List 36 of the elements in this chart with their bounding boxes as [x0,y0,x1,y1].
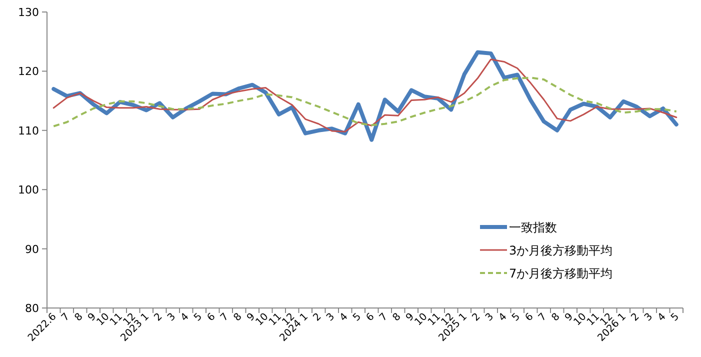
x-tick-label: 8 [550,311,562,324]
x-tick-label: 7 [218,311,231,324]
x-tick-label: 3 [642,311,655,324]
y-tick-label: 130 [18,6,39,19]
legend-label: 3か月後方移動平均 [509,244,613,258]
x-tick-label: 2 [629,311,642,324]
x-tick-label: 8 [390,311,404,324]
y-tick-label: 90 [25,242,39,256]
y-tick-label: 80 [25,302,39,315]
legend-label: 7か月後方移動平均 [509,266,613,280]
legend-label: 一致指数 [509,220,557,234]
x-tick-label: 3 [484,311,496,324]
y-tick-label: 110 [18,124,39,138]
x-tick-label: 7 [60,311,72,324]
y-tick-label: 100 [18,184,39,197]
x-tick-label: 7 [378,311,390,324]
x-tick-label: 4 [178,311,192,324]
x-tick-label: 8 [232,311,244,324]
x-tick-label: 4 [338,311,350,324]
x-tick-label: 7 [536,311,549,324]
x-tick-label: 5 [192,311,204,324]
x-tick-label: 5 [510,311,522,324]
x-tick-label: 5 [669,311,682,324]
x-tick-label: 4 [496,311,510,324]
x-tick-label: 2 [470,311,483,324]
y-tick-label: 120 [18,65,39,78]
x-tick-label: 3 [166,311,178,324]
x-tick-label: 6 [364,311,377,324]
x-tick-label: 2 [311,311,324,324]
x-tick-label: 4 [656,311,668,324]
x-tick-label: 3 [324,311,337,324]
x-tick-label: 8 [72,311,86,324]
x-tick-label: 6 [205,311,218,324]
x-tick-label: 2 [152,311,165,324]
x-tick-label: 5 [351,311,364,324]
x-tick-label: 6 [523,311,536,324]
